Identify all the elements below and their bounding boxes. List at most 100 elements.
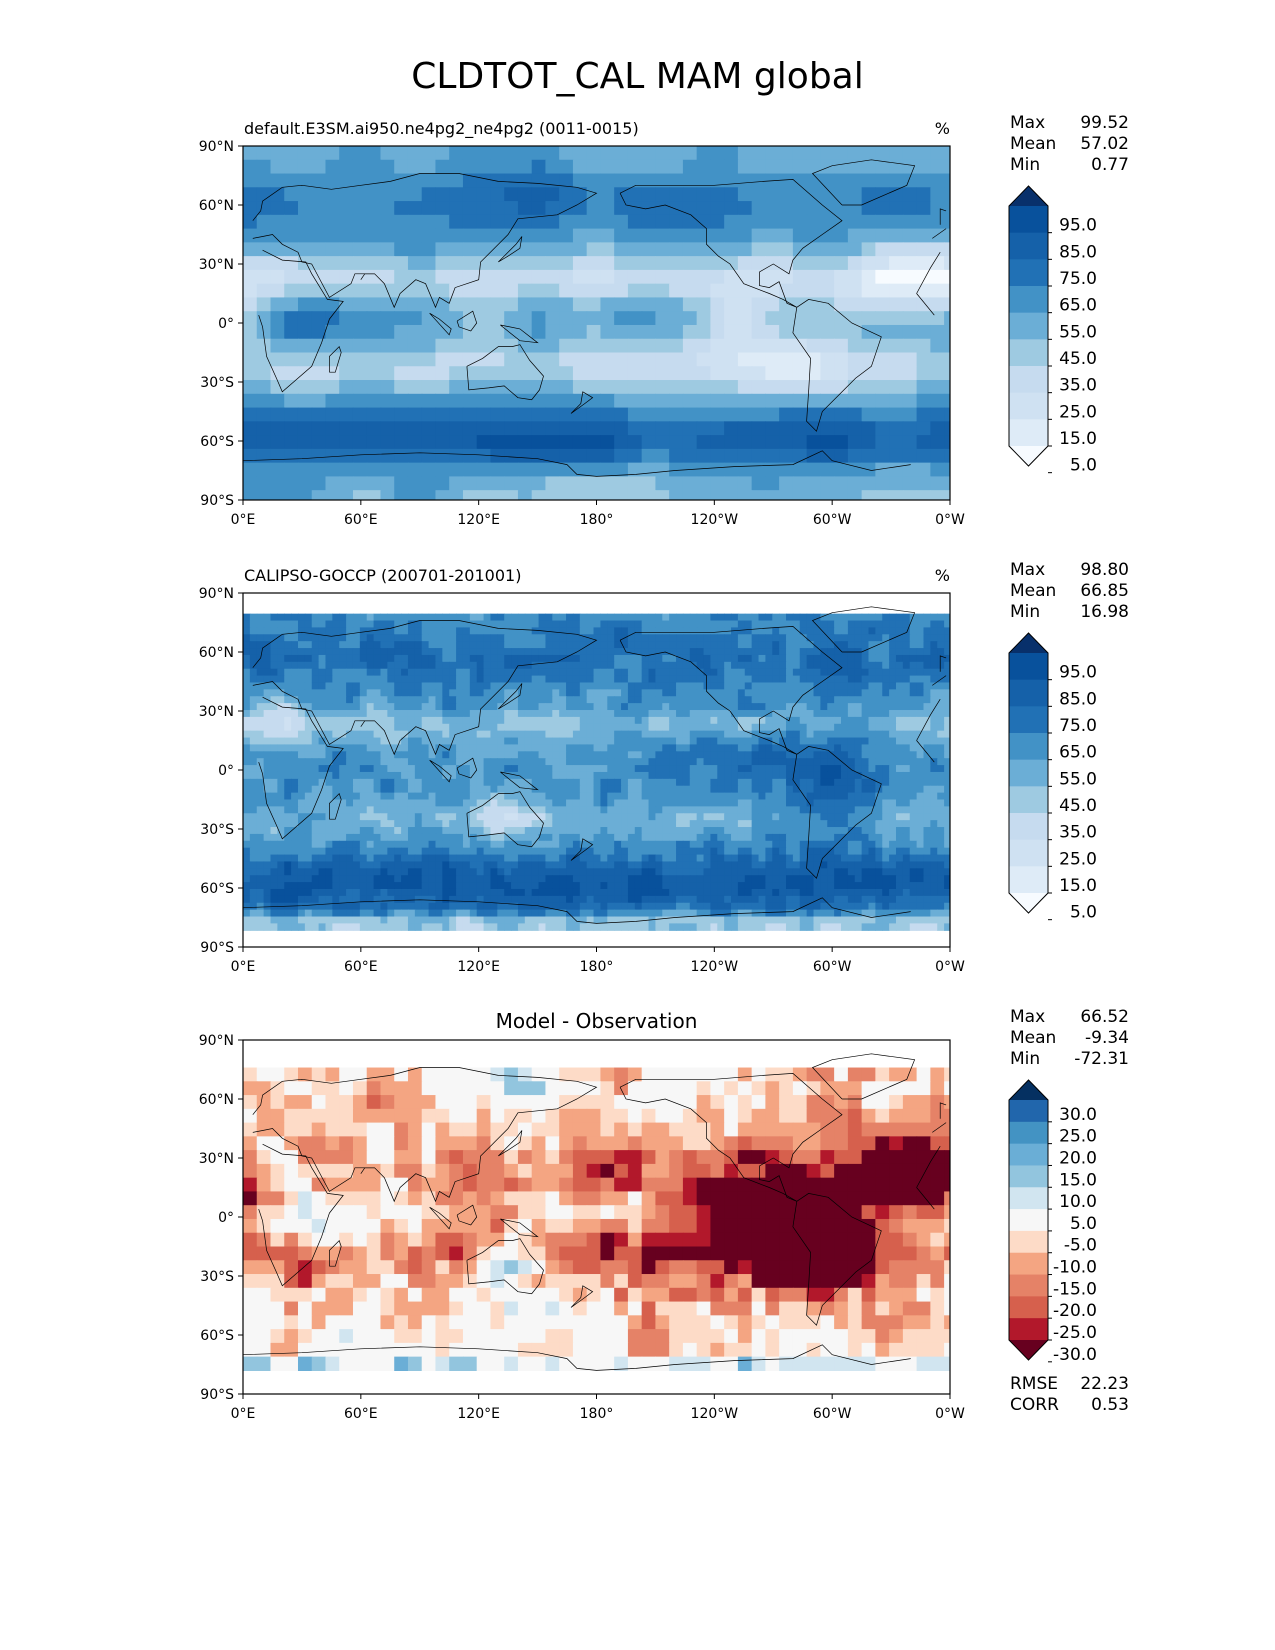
stat-label: Mean [1010,1028,1056,1048]
stat-value: 98.80 [1080,560,1129,580]
coastline-1-3 [466,344,544,401]
figure-title: CLDTOT_CAL MAM global [411,56,864,97]
stat-label: Max [1010,1007,1045,1027]
xtick-label: 60°W [813,959,852,975]
colorbar-tick-label: 10.0 [1059,1192,1097,1212]
colorbar-extend-bottom [1009,1340,1048,1360]
coastline-2-0 [258,696,344,840]
colorbar-tick-label: 75.0 [1059,716,1097,736]
panel-title: CALIPSO-GOCCP (200701-201001) [244,566,521,585]
coastline-3-2 [360,1167,375,1174]
colorbar-tick-label: 45.0 [1059,796,1097,816]
panel-title: Model - Observation [496,1009,698,1033]
stat-value: 99.52 [1080,113,1129,133]
map-field-2 [243,593,950,947]
colorbar-tick-label: -25.0 [1053,1323,1097,1343]
ytick-label: 90°N [199,139,234,155]
xtick-label: 60°W [813,512,852,528]
xtick-label: 60°E [344,1406,378,1422]
ytick-label: 90°N [199,1033,234,1049]
coastline-3-12 [939,1102,947,1119]
coastline-3-7 [498,1130,523,1157]
colorbar-extend-top [1009,186,1048,206]
colorbar-tick-label: 25.0 [1059,1127,1097,1147]
stat-label: Max [1010,560,1045,580]
ytick-label: 90°S [200,493,234,509]
stat-value: 16.98 [1080,602,1129,622]
colorbar-tick-label: 5.0 [1070,1214,1097,1234]
colorbar-extend-top [1009,1080,1048,1100]
ytick-label: 60°N [199,198,234,214]
coastline-2-7 [498,683,523,710]
colorbar-tick-label: 65.0 [1059,296,1097,316]
colorbar-segment [1009,206,1048,234]
coastline-2-13 [329,792,342,820]
coastline-3-0 [258,1143,344,1287]
coastline-1-0 [916,252,941,294]
coastline-3-13 [329,1239,342,1267]
coastline-3-5 [456,1204,478,1226]
colorbar-segment [1009,1252,1048,1276]
colorbar-tick-label: 55.0 [1059,322,1097,342]
coastline-2-0 [916,699,941,741]
colorbar-tick-label: 15.0 [1059,1170,1097,1190]
coastline-1-0 [916,293,935,316]
xtick-label: 0°E [231,512,256,528]
colorbar-segment [1009,1187,1048,1210]
coastline-3-11 [243,1344,911,1371]
map-field-1 [243,146,950,500]
stat-label: Max [1010,113,1045,133]
xtick-label: 0°E [231,1406,256,1422]
coastline-3-6 [500,1218,539,1238]
ytick-label: 60°S [200,881,234,897]
colorbar-extend-bottom [1009,446,1048,466]
colorbar-tick-label: 85.0 [1059,242,1097,262]
coastline-3-9 [792,1193,882,1326]
ytick-label: 0° [218,316,234,332]
xtick-label: 120°E [457,512,500,528]
coastline-2-6 [500,771,539,791]
coastline-1-9 [792,299,882,432]
stat-label: Min [1010,1049,1040,1069]
xtick-label: 0°W [935,959,965,975]
colorbar-segment [1009,259,1048,287]
panel-title: default.E3SM.ai950.ne4pg2_ne4pg2 (0011-0… [244,119,639,139]
colorbar-extend-top [1009,633,1048,653]
stat-value: 0.53 [1091,1395,1129,1415]
coastline-1-5 [456,310,478,332]
xtick-label: 60°W [813,1406,852,1422]
coastline-1-6 [500,324,539,344]
colorbar-tick-label: 45.0 [1059,349,1097,369]
ytick-label: 30°S [200,822,234,838]
xtick-label: 0°E [231,959,256,975]
coastline-1-2 [360,273,375,280]
coastline-3-3 [466,1238,544,1295]
colorbar-segment [1009,1296,1048,1319]
coastline-3-0 [916,1146,941,1188]
stat-value: 22.23 [1080,1374,1129,1394]
coastline-2-14 [570,838,594,861]
coastline-1-10 [811,159,916,206]
colorbar-segment [1009,1143,1048,1166]
colorbar-tick-label: -30.0 [1053,1345,1097,1365]
colorbar-1: 95.0 85.0 75.0 65.0 55.0 45.0 35.0 25.0 15.0 5.0 [1008,185,1097,476]
colorbar-segment [1009,813,1048,841]
xtick-label: 180° [580,959,614,975]
coastline-1-4 [429,312,452,336]
colorbar-segment [1009,866,1048,894]
xtick-label: 0°W [935,512,965,528]
coastline-1-1 [252,173,598,309]
colorbar-tick-label: -15.0 [1053,1279,1097,1299]
colorbar-segment [1009,679,1048,707]
ytick-label: 0° [218,1210,234,1226]
colorbar-segment [1009,1121,1048,1145]
colorbar-tick-label: -20.0 [1053,1301,1097,1321]
stat-value: 66.52 [1080,1007,1129,1027]
colorbar-tick-label: 35.0 [1059,823,1097,843]
colorbar-2: 95.0 85.0 75.0 65.0 55.0 45.0 35.0 25.0 15.0 5.0 [1008,632,1097,923]
coastline-2-3 [466,791,544,848]
colorbar-segment [1009,286,1048,314]
coastline-2-5 [456,757,478,779]
colorbar-tick-label: -5.0 [1064,1236,1097,1256]
